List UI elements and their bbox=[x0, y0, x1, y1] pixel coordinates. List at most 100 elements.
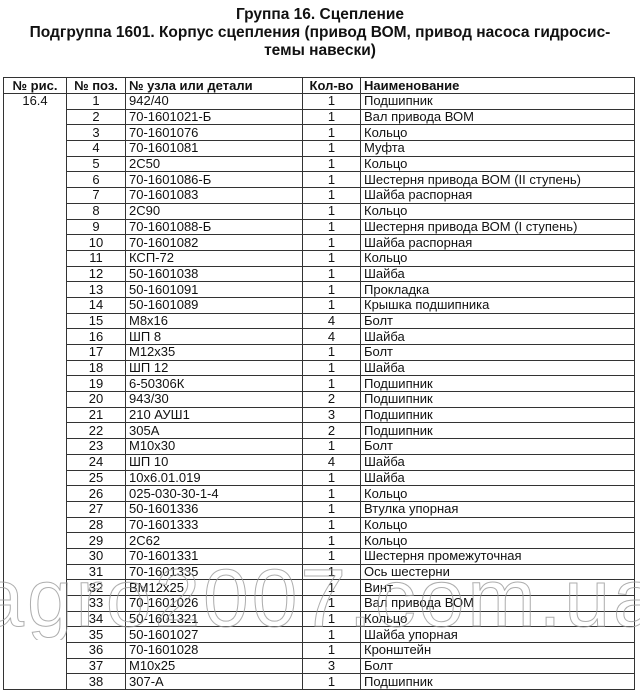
table-header-row: № рис. № поз. № узла или детали Кол-во Н… bbox=[3, 77, 635, 94]
cell-quantity: 1 bbox=[302, 438, 361, 455]
cell-position: 35 bbox=[66, 626, 126, 644]
cell-quantity: 1 bbox=[302, 673, 361, 691]
cell-name: Подшипник bbox=[360, 391, 635, 408]
cell-part-number: 10х6.01.019 bbox=[125, 469, 303, 487]
cell-quantity: 4 bbox=[302, 328, 361, 345]
cell-name: Подшипник bbox=[360, 406, 635, 424]
table-row: 26 025-030-30-1-4 1 Кольцо bbox=[4, 485, 635, 502]
header-quantity: Кол-во bbox=[302, 77, 361, 94]
table-row: 36 70-1601028 1 Кронштейн bbox=[4, 642, 635, 659]
cell-name: Кольцо bbox=[360, 202, 635, 220]
cell-part-number: 307-А bbox=[125, 673, 303, 691]
cell-quantity: 1 bbox=[302, 595, 361, 612]
cell-quantity: 1 bbox=[302, 202, 361, 220]
cell-part-number: 2С62 bbox=[125, 532, 303, 549]
cell-position: 18 bbox=[66, 359, 126, 377]
table-row: 37 М10х25 3 Болт bbox=[4, 657, 635, 675]
cell-quantity: 1 bbox=[302, 281, 361, 298]
cell-name: Шайба bbox=[360, 265, 635, 283]
cell-name: Шестерня привода ВОМ (I ступень) bbox=[360, 218, 635, 236]
cell-part-number: 305А bbox=[125, 422, 303, 440]
header-position: № поз. bbox=[66, 77, 126, 94]
cell-part-number: М10х30 bbox=[125, 438, 303, 455]
cell-name: Шайба bbox=[360, 469, 635, 487]
cell-position: 27 bbox=[66, 500, 126, 518]
cell-position: 9 bbox=[66, 218, 126, 236]
cell-quantity: 1 bbox=[302, 218, 361, 236]
cell-position: 17 bbox=[66, 344, 126, 361]
cell-quantity: 1 bbox=[302, 516, 361, 534]
cell-quantity: 3 bbox=[302, 657, 361, 675]
cell-name: Подшипник bbox=[360, 93, 635, 110]
cell-part-number: ШП 8 bbox=[125, 328, 303, 345]
cell-position: 36 bbox=[66, 642, 126, 659]
cell-name: Шестерня промежуточная bbox=[360, 547, 635, 565]
cell-position: 25 bbox=[66, 469, 126, 487]
cell-position: 26 bbox=[66, 485, 126, 502]
cell-part-number: М12х35 bbox=[125, 344, 303, 361]
cell-position: 10 bbox=[66, 234, 126, 251]
table-row: 21 210 АУШ1 3 Подшипник bbox=[4, 406, 635, 424]
table-row: 7 70-1601083 1 Шайба распорная bbox=[4, 187, 635, 204]
cell-name: Болт bbox=[360, 438, 635, 455]
cell-part-number: 70-1601026 bbox=[125, 595, 303, 612]
table-row: 9 70-1601088-Б 1 Шестерня привода ВОМ (I ст… bbox=[4, 218, 635, 236]
table-row: 6 70-1601086-Б 1 Шестерня привода ВОМ (II с… bbox=[4, 171, 635, 189]
cell-name: Вал привода ВОМ bbox=[360, 108, 635, 126]
cell-position: 24 bbox=[66, 453, 126, 471]
cell-part-number: М8х16 bbox=[125, 312, 303, 330]
cell-name: Шайба bbox=[360, 359, 635, 377]
cell-part-number: 70-1601333 bbox=[125, 516, 303, 534]
cell-name: Болт bbox=[360, 657, 635, 675]
table-row: 10 70-1601082 1 Шайба распорная bbox=[4, 234, 635, 251]
cell-name: Подшипник bbox=[360, 422, 635, 440]
cell-name: Кольцо bbox=[360, 516, 635, 534]
cell-position: 19 bbox=[66, 375, 126, 393]
cell-quantity: 2 bbox=[302, 422, 361, 440]
cell-position: 8 bbox=[66, 202, 126, 220]
table-row: 18 ШП 12 1 Шайба bbox=[4, 359, 635, 377]
cell-quantity: 1 bbox=[302, 108, 361, 126]
table-row: 15 М8х16 4 Болт bbox=[4, 312, 635, 330]
cell-part-number: 50-1601091 bbox=[125, 281, 303, 298]
cell-part-number: 025-030-30-1-4 bbox=[125, 485, 303, 502]
cell-name: Подшипник bbox=[360, 375, 635, 393]
cell-name: Кольцо bbox=[360, 610, 635, 628]
cell-position: 21 bbox=[66, 406, 126, 424]
cell-quantity: 1 bbox=[302, 124, 361, 142]
cell-part-number: 2С90 bbox=[125, 202, 303, 220]
cell-part-number: 943/30 bbox=[125, 391, 303, 408]
cell-part-number: 70-1601021-Б bbox=[125, 108, 303, 126]
parts-table: № рис. № поз. № узла или детали Кол-во Н… bbox=[3, 77, 635, 691]
cell-position: 38 bbox=[66, 673, 126, 691]
header-part-number: № узла или детали bbox=[125, 77, 303, 94]
cell-quantity: 1 bbox=[302, 344, 361, 361]
table-row: 22 305А 2 Подшипник bbox=[4, 422, 635, 440]
cell-part-number: ШП 10 bbox=[125, 453, 303, 471]
table-row: 20 943/30 2 Подшипник bbox=[4, 391, 635, 408]
table-row: 12 50-1601038 1 Шайба bbox=[4, 265, 635, 283]
cell-quantity: 1 bbox=[302, 485, 361, 502]
table-row: 32 ВМ12х25 1 Винт bbox=[4, 579, 635, 596]
cell-quantity: 1 bbox=[302, 93, 361, 110]
table-row: 14 50-1601089 1 Крышка подшипника bbox=[4, 296, 635, 314]
cell-part-number: 70-1601028 bbox=[125, 642, 303, 659]
cell-position: 1 bbox=[66, 93, 126, 110]
cell-position: 4 bbox=[66, 140, 126, 157]
cell-position: 16 bbox=[66, 328, 126, 345]
cell-name: Шайба распорная bbox=[360, 234, 635, 251]
cell-position: 3 bbox=[66, 124, 126, 142]
cell-name: Болт bbox=[360, 312, 635, 330]
cell-quantity: 1 bbox=[302, 579, 361, 596]
cell-part-number: 70-1601086-Б bbox=[125, 171, 303, 189]
cell-position: 29 bbox=[66, 532, 126, 549]
cell-position: 33 bbox=[66, 595, 126, 612]
cell-quantity: 4 bbox=[302, 453, 361, 471]
cell-position: 30 bbox=[66, 547, 126, 565]
subgroup-title: Подгруппа 1601. Корпус сцепления (привод… bbox=[29, 24, 611, 41]
cell-name: Втулка упорная bbox=[360, 500, 635, 518]
cell-part-number: 50-1601038 bbox=[125, 265, 303, 283]
cell-name: Прокладка bbox=[360, 281, 635, 298]
subgroup-title-continued: темы навески) bbox=[264, 42, 376, 59]
cell-part-number: 210 АУШ1 bbox=[125, 406, 303, 424]
